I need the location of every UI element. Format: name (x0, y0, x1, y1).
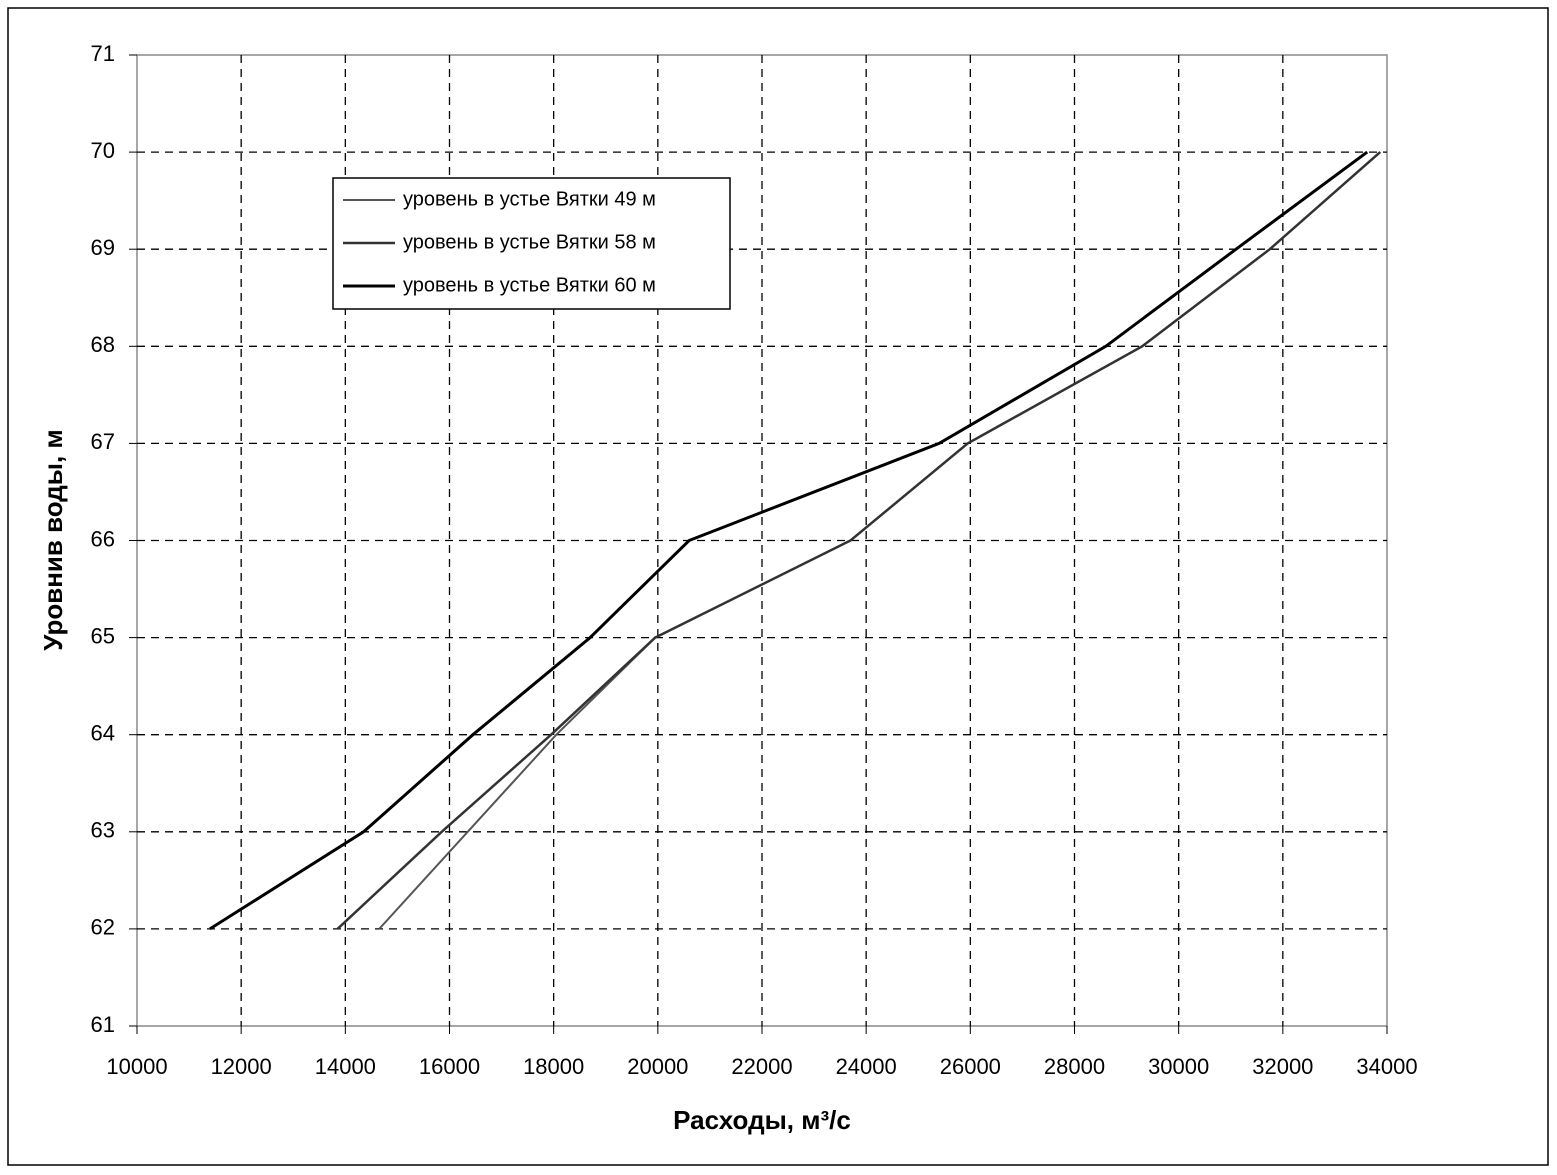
x-tick-label: 18000 (523, 1054, 584, 1079)
y-tick-label: 68 (91, 332, 115, 357)
legend: уровень в устье Вятки 49 м уровень в усть… (332, 177, 731, 310)
x-tick-label: 22000 (731, 1054, 792, 1079)
x-tick-label: 10000 (106, 1054, 167, 1079)
series-line (209, 150, 1369, 931)
legend-label: уровень в устье Вятки 60 м (403, 274, 656, 296)
legend-box (332, 177, 731, 310)
legend-label: уровень в устье Вятки 58 м (403, 231, 656, 253)
legend-label: уровень в устье Вятки 49 м (403, 188, 656, 210)
x-tick-label: 14000 (315, 1054, 376, 1079)
x-axis-title: Расходы, м³/с (673, 1105, 851, 1135)
y-tick-label: 66 (91, 526, 115, 551)
frame (7, 7, 1549, 1166)
x-tick-label: 24000 (836, 1054, 897, 1079)
x-tick-label: 34000 (1356, 1054, 1417, 1079)
y-tick-label: 71 (91, 41, 115, 66)
x-tick-label: 16000 (419, 1054, 480, 1079)
y-tick-label: 63 (91, 818, 115, 843)
y-tick-label: 65 (91, 623, 115, 648)
y-tick-label: 69 (91, 235, 115, 260)
x-tick-label: 32000 (1252, 1054, 1313, 1079)
x-tick-label: 20000 (627, 1054, 688, 1079)
y-axis-title: Уровнив воды, м (38, 429, 68, 650)
y-tick-label: 62 (91, 915, 115, 940)
y-tick-label: 64 (91, 721, 115, 746)
x-tick-label: 26000 (940, 1054, 1001, 1079)
y-tick-label: 67 (91, 429, 115, 454)
series-line (336, 151, 1382, 930)
y-tick-label: 70 (91, 138, 115, 163)
x-tick-label: 28000 (1044, 1054, 1105, 1079)
y-tick-label: 61 (91, 1012, 115, 1037)
x-tick-label: 12000 (211, 1054, 272, 1079)
x-tick-label: 30000 (1148, 1054, 1209, 1079)
